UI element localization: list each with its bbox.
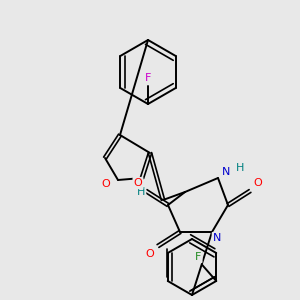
- Text: H: H: [137, 187, 145, 197]
- Text: F: F: [145, 73, 151, 83]
- Text: H: H: [236, 163, 244, 173]
- Text: F: F: [195, 252, 201, 262]
- Text: O: O: [134, 178, 142, 188]
- Text: N: N: [213, 233, 221, 243]
- Text: O: O: [254, 178, 262, 188]
- Text: N: N: [222, 167, 230, 177]
- Text: O: O: [102, 179, 110, 189]
- Text: O: O: [146, 249, 154, 259]
